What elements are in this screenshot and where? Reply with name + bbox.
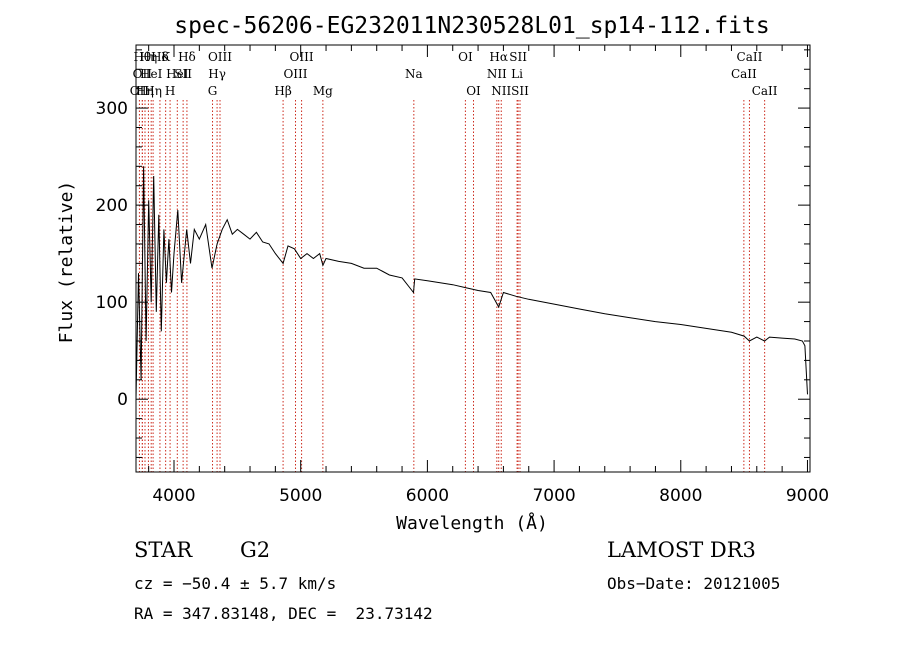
survey-name: LAMOST DR3 xyxy=(607,538,756,562)
line-marker-label: OIII xyxy=(283,67,307,81)
x-tick-label: 8000 xyxy=(659,486,702,506)
line-marker-label: Hα xyxy=(489,50,508,64)
line-marker-label: HeI xyxy=(166,67,189,81)
redshift-value: cz = −50.4 ± 5.7 km/s xyxy=(134,574,337,593)
object-class: STAR xyxy=(134,538,193,562)
line-marker-label: SII xyxy=(511,84,529,98)
x-tick-label: 6000 xyxy=(406,486,449,506)
line-marker-label: H xyxy=(165,84,175,98)
line-marker-label: Mg xyxy=(313,84,333,98)
line-marker-label: Hθ xyxy=(133,50,151,64)
x-axis: 4000 5000 6000 7000 8000 9000 xyxy=(148,45,829,506)
line-marker-label: K xyxy=(161,50,171,64)
y-tick-label: 100 xyxy=(96,293,128,313)
line-marker-label: OII xyxy=(133,67,153,81)
spectrum-line xyxy=(135,166,808,400)
line-marker-label: NII xyxy=(491,84,511,98)
line-marker-label: Li xyxy=(511,67,523,81)
y-axis-label: Flux (relative) xyxy=(56,181,77,344)
line-marker-label: OI xyxy=(458,50,473,64)
line-marker-label: HeI xyxy=(140,67,163,81)
line-marker-label: SII xyxy=(174,67,192,81)
y-tick-label: 200 xyxy=(96,196,128,216)
line-marker-label: CaII xyxy=(737,50,763,64)
line-marker-label: Hη xyxy=(144,84,162,98)
chart-title: spec-56206-EG232011N230528L01_sp14-112.f… xyxy=(174,13,769,39)
line-marker-label: OIII xyxy=(208,50,232,64)
line-marker-label: CaII xyxy=(752,84,778,98)
line-marker-label: OII xyxy=(130,84,150,98)
plot-frame xyxy=(135,44,811,473)
x-tick-label: 5000 xyxy=(279,486,322,506)
line-marker-label: G xyxy=(208,84,218,98)
line-marker-label: Hη xyxy=(140,50,158,64)
line-marker-label: Hδ xyxy=(151,50,169,64)
x-tick-label: 9000 xyxy=(786,486,829,506)
y-tick-label: 0 xyxy=(117,390,128,410)
x-axis-label: Wavelength (Å) xyxy=(396,512,548,534)
line-marker-label: Hδ xyxy=(178,50,196,64)
line-marker-label: SII xyxy=(509,50,527,64)
observation-date: Obs−Date: 20121005 xyxy=(607,574,781,593)
line-marker-label: Hβ xyxy=(274,84,291,98)
line-marker-label: OIII xyxy=(290,50,314,64)
x-tick-label: 4000 xyxy=(152,486,195,506)
spectral-line-markers: OIIHθOIIHηHηHeIHηHδKHHeISIIHδGHγOIIIHβOI… xyxy=(130,50,778,472)
coordinates: RA = 347.83148, DEC = 23.73142 xyxy=(134,604,433,623)
line-marker-label: Na xyxy=(405,67,423,81)
line-marker-label: Hγ xyxy=(208,67,226,81)
line-marker-label: NII xyxy=(487,67,507,81)
line-marker-label: CaII xyxy=(731,67,757,81)
object-subclass: G2 xyxy=(240,538,271,562)
y-tick-label: 300 xyxy=(96,99,128,119)
y-axis: 0 100 200 300 xyxy=(96,49,810,458)
line-marker-label: OI xyxy=(466,84,481,98)
line-marker-label: Hη xyxy=(136,84,154,98)
x-tick-label: 7000 xyxy=(532,486,575,506)
